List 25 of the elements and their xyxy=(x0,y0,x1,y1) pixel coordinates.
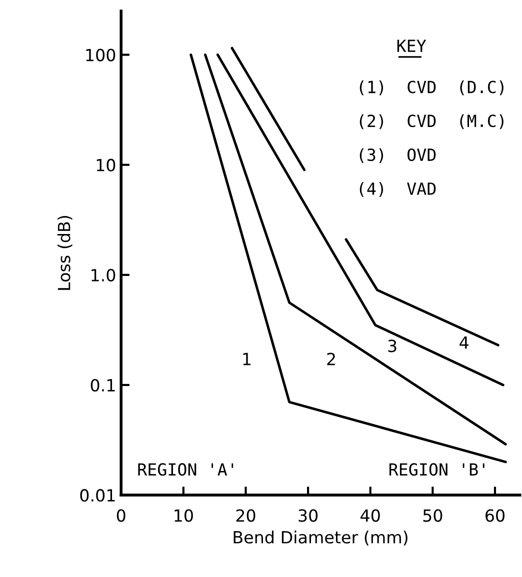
annotation: KEY xyxy=(397,40,426,52)
annotation: REGION 'B' xyxy=(389,463,484,476)
y-tick-label: 100 xyxy=(86,48,116,62)
y-tick-label: 10 xyxy=(96,158,116,172)
annotation: (4) VAD xyxy=(360,182,436,197)
x-tick-label: 50 xyxy=(423,509,442,522)
y-tick-label: 1.0 xyxy=(92,268,116,282)
y-tick-label: 0.1 xyxy=(90,378,115,392)
y-tick-label: 0.01 xyxy=(80,489,115,502)
y-axis-title: Loss (dB) xyxy=(57,216,72,290)
series-label: 3 xyxy=(388,340,396,352)
series-label: 4 xyxy=(460,336,468,349)
x-tick-label: 20 xyxy=(236,509,256,522)
series-label: 1 xyxy=(243,352,250,366)
x-tick-label: 10 xyxy=(174,509,193,522)
annotation: (3) OVD xyxy=(360,148,436,164)
annotation: (2) CVD (M.C) xyxy=(360,114,504,130)
annotation: (1) CVD (D.C) xyxy=(360,80,504,96)
x-tick-label: 30 xyxy=(298,509,318,522)
x-axis-title: Bend Diameter (mm) xyxy=(234,530,408,546)
annotation: REGION 'A' xyxy=(138,463,234,476)
x-tick-label: 40 xyxy=(360,509,380,522)
x-tick-label: 60 xyxy=(486,509,504,522)
series-label: 2 xyxy=(327,352,335,366)
x-tick-label: 0 xyxy=(116,509,126,522)
